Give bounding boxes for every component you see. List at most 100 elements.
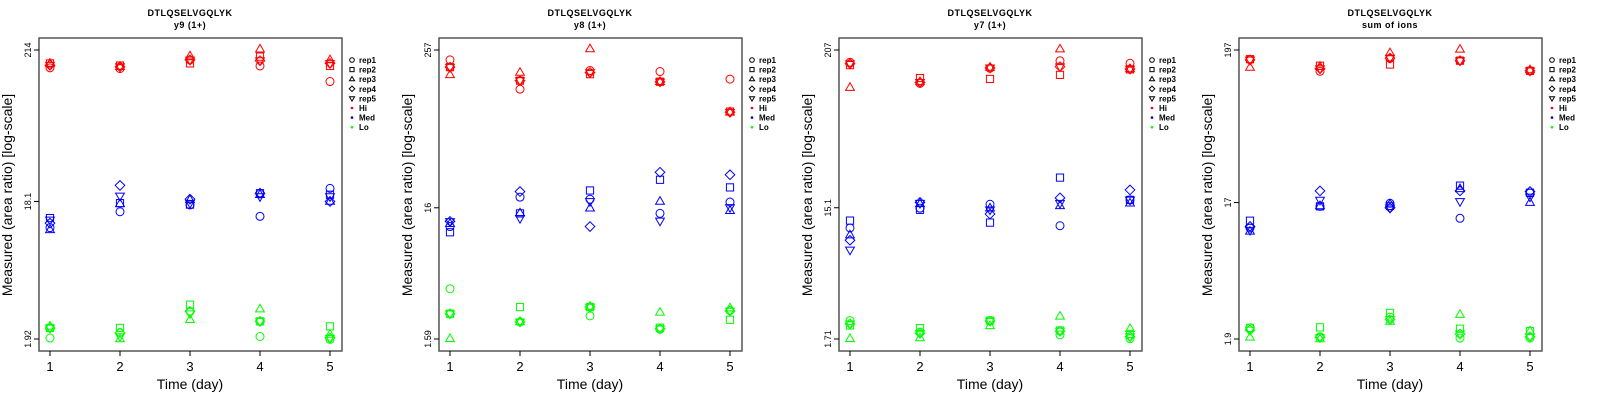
data-point-med-rep5 — [444, 218, 456, 228]
legend-label: rep5 — [759, 94, 776, 103]
x-tick-label: 2 — [116, 359, 123, 374]
legend-symbol-circle-icon — [1149, 57, 1155, 63]
data-point-lo-rep3 — [1054, 310, 1066, 320]
data-point-med-rep3 — [324, 195, 336, 205]
y-tick-label: 15.1 — [823, 199, 833, 217]
x-axis-label: Time (day) — [157, 376, 223, 392]
scatter-plot: DTLQSELVGQLYK y7 (1+) 1 2 3 4 5 Time (day) 1.71 1… — [800, 8, 1176, 392]
data-point-med-rep2 — [1315, 202, 1325, 211]
legend-symbol-square-icon — [1149, 67, 1155, 73]
legend-symbol-triangle-icon — [1148, 75, 1156, 82]
chart-subtitle: y7 (1+) — [974, 20, 1006, 30]
x-tick-label: 2 — [916, 359, 923, 374]
legend-dot-hi-icon — [750, 106, 754, 110]
data-point-hi-rep2 — [915, 73, 925, 83]
data-point-hi-rep3 — [444, 69, 456, 79]
series-hi — [44, 43, 336, 87]
data-point-lo-rep5 — [844, 320, 856, 330]
data-point-hi-rep5 — [254, 57, 266, 67]
scatter-plot: DTLQSELVGQLYK y8 (1+) 1 2 3 4 5 Time (day) 1.59 1… — [400, 8, 776, 392]
series-med — [444, 166, 736, 237]
data-point-med-rep3 — [654, 195, 666, 205]
data-point-med-rep4 — [184, 193, 196, 205]
plot-frame — [1238, 37, 1543, 352]
data-point-med-rep5 — [914, 199, 926, 209]
data-point-hi-rep5 — [1454, 57, 1466, 67]
data-point-med-rep4 — [1124, 184, 1136, 196]
x-tick-label: 3 — [986, 359, 993, 374]
legend-label: rep4 — [759, 85, 776, 94]
data-point-hi-rep3 — [844, 81, 856, 91]
x-tick-label: 1 — [446, 359, 453, 374]
data-point-hi-rep5 — [1384, 54, 1396, 64]
data-point-med-rep5 — [1524, 193, 1536, 203]
data-point-lo-rep5 — [1244, 326, 1256, 336]
data-point-med-rep5 — [1314, 196, 1326, 206]
data-point-med-rep4 — [1454, 185, 1466, 197]
data-point-med-rep3 — [1384, 198, 1396, 208]
series-lo — [44, 300, 336, 344]
legend-symbol-square-icon — [349, 67, 355, 73]
data-point-lo-rep3 — [1244, 331, 1256, 341]
data-point-hi-rep3 — [1244, 61, 1256, 71]
data-point-med-rep3 — [724, 204, 736, 215]
data-point-hi-rep5 — [844, 60, 856, 70]
legend-symbol-square-icon — [1549, 67, 1555, 73]
data-point-hi-rep3 — [584, 43, 596, 53]
data-point-med-rep2 — [655, 175, 665, 184]
data-point-lo-rep2 — [1315, 323, 1325, 332]
data-point-lo-rep5 — [444, 310, 456, 320]
legend-dot-lo-icon — [1550, 125, 1554, 129]
legend-symbol-inverted-triangle-icon — [1548, 96, 1556, 103]
x-tick-label: 5 — [1126, 359, 1133, 374]
legend-label: Lo — [759, 123, 769, 132]
x-tick-label: 1 — [46, 359, 53, 374]
data-point-med-rep2 — [1245, 216, 1255, 225]
x-axis-label: Time (day) — [557, 376, 623, 392]
y-tick-label: 1.92 — [23, 330, 33, 348]
y-axis-label: Measured (area ratio) [log-scale] — [800, 94, 815, 296]
plot-frame — [838, 37, 1143, 352]
legend-label: rep1 — [759, 56, 776, 65]
legend-dot-hi-icon — [350, 106, 354, 110]
data-point-hi-rep1 — [655, 67, 665, 77]
data-point-hi-rep3 — [114, 60, 126, 70]
legend-label: rep1 — [1559, 56, 1576, 65]
legend-symbol-square-icon — [749, 67, 755, 73]
data-point-hi-rep5 — [1314, 65, 1326, 75]
data-point-hi-rep3 — [1054, 43, 1066, 53]
data-point-med-rep5 — [1124, 196, 1136, 206]
legend-symbol-diamond-icon — [348, 85, 356, 93]
data-point-hi-rep3 — [514, 66, 526, 76]
data-point-med-rep1 — [45, 223, 55, 233]
scatter-plot: DTLQSELVGQLYK y9 (1+) 1 2 3 4 5 Time (day) 1.92 1… — [0, 8, 376, 392]
chart-subtitle: y8 (1+) — [574, 20, 606, 30]
data-point-lo-rep1 — [585, 311, 595, 321]
data-point-hi-rep5 — [914, 79, 926, 89]
data-point-hi-rep5 — [984, 64, 996, 74]
data-point-med-rep4 — [254, 187, 266, 199]
legend-dot-hi-icon — [1150, 106, 1154, 110]
data-point-lo-rep1 — [45, 333, 55, 343]
data-point-med-rep4 — [44, 217, 56, 229]
data-point-med-rep3 — [1124, 197, 1136, 207]
data-point-hi-rep5 — [724, 108, 736, 119]
legend-label: rep5 — [1559, 94, 1576, 103]
data-point-lo-rep3 — [514, 316, 526, 326]
scatter-plot: DTLQSELVGQLYK sum of ions 1 2 3 4 5 Time (day) 1… — [1200, 8, 1576, 392]
legend-label: rep2 — [359, 66, 376, 75]
legend-symbol-inverted-triangle-icon — [1148, 96, 1156, 103]
data-point-med-rep5 — [514, 214, 526, 225]
data-point-med-rep5 — [724, 204, 736, 214]
data-point-med-rep1 — [655, 208, 665, 218]
data-point-lo-rep3 — [984, 319, 996, 330]
chart-subtitle: y9 (1+) — [174, 20, 206, 30]
y-tick-label: 257 — [423, 42, 433, 57]
data-point-lo-rep3 — [724, 302, 736, 312]
x-tick-label: 4 — [256, 359, 263, 374]
data-point-lo-rep5 — [724, 307, 736, 317]
data-point-med-rep4 — [114, 179, 126, 191]
legend-label: rep4 — [1559, 85, 1576, 94]
